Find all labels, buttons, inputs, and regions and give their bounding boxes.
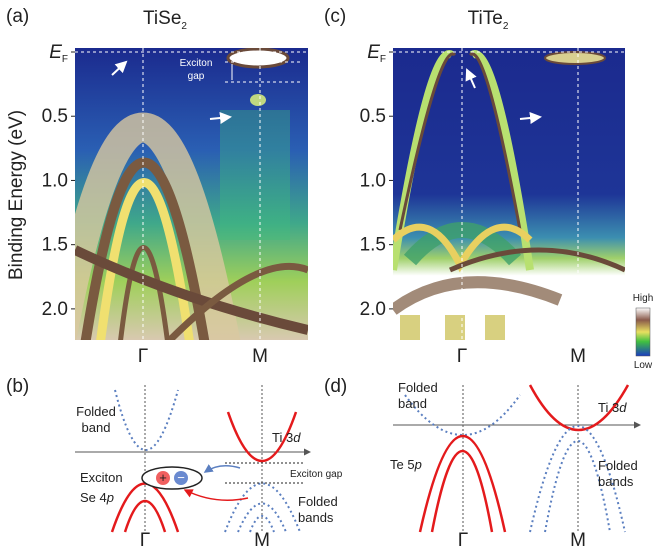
schematic-b <box>75 385 311 533</box>
label: Folded <box>398 380 438 395</box>
panel-label: (d) <box>324 376 347 397</box>
panel-title: TiSe2 <box>143 8 187 32</box>
label: Ti 3d <box>598 400 627 415</box>
y-tick-label: 1.0 <box>42 170 68 191</box>
x-tick-label: M <box>252 346 268 367</box>
arpes-map-a <box>75 48 308 340</box>
x-label: Γ <box>140 530 150 550</box>
label: bands <box>298 510 334 525</box>
label: Te 5p <box>390 457 422 472</box>
x-label: Γ <box>458 530 468 550</box>
y-tick-label: 1.0 <box>360 170 386 191</box>
panel-title: TiTe2 <box>468 8 509 32</box>
y-tick-label: EF <box>49 42 68 65</box>
y-tick-label: EF <box>367 42 386 65</box>
panel-label: (b) <box>6 376 29 397</box>
x-tick-label: Γ <box>457 346 467 367</box>
y-tick-label: 1.5 <box>42 235 68 256</box>
y-tick-label: 1.5 <box>360 235 386 256</box>
label: Folded <box>598 458 638 473</box>
y-axis-label: Binding Energy (eV) <box>6 110 27 280</box>
colorbar-label: High <box>633 293 654 304</box>
label: band <box>82 420 111 435</box>
x-label: M <box>570 530 586 550</box>
charge: − <box>177 470 185 485</box>
label: Exciton <box>80 470 123 485</box>
arpes-map-c <box>393 48 625 340</box>
panel-label: (a) <box>6 6 29 27</box>
y-tick-label: 0.5 <box>360 106 386 127</box>
label: Ti 3d <box>272 430 301 445</box>
x-tick-label: Γ <box>138 346 148 367</box>
y-tick-label: 0.5 <box>42 106 68 127</box>
label: Exciton gap <box>290 469 343 480</box>
label: Folded <box>76 404 116 419</box>
x-label: M <box>254 530 270 550</box>
charge: + <box>159 470 167 485</box>
annotation: Exciton <box>180 58 213 69</box>
label: Folded <box>298 494 338 509</box>
colorbar-label: Low <box>634 360 653 371</box>
y-tick-label: 2.0 <box>42 299 68 320</box>
schematic-d <box>393 384 641 533</box>
y-tick-label: 2.0 <box>360 299 386 320</box>
panel-label: (c) <box>324 6 346 27</box>
label: band <box>398 396 427 411</box>
x-tick-label: M <box>570 346 586 367</box>
label: bands <box>598 474 634 489</box>
colorbar <box>635 307 651 357</box>
annotation: gap <box>188 71 205 82</box>
label: Se 4p <box>80 490 114 505</box>
